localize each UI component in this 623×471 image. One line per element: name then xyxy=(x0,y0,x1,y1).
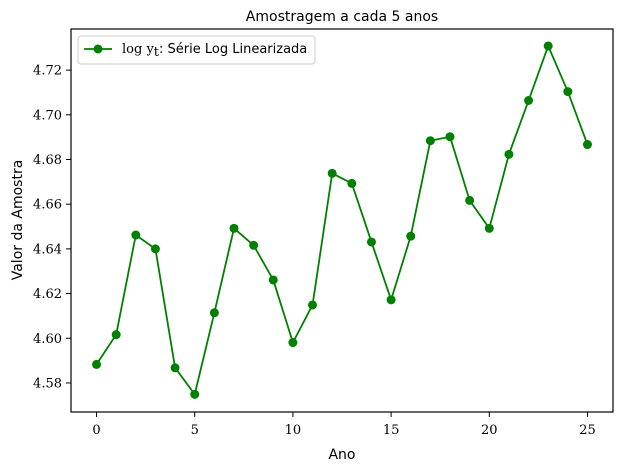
data-point xyxy=(563,87,573,97)
chart-title: Amostragem a cada 5 anos xyxy=(246,9,438,25)
data-point xyxy=(170,363,180,373)
y-tick-label: 4.60 xyxy=(33,332,62,347)
legend-series-name: : Série Log Linearizada xyxy=(159,42,307,57)
data-point xyxy=(465,195,475,205)
series-line xyxy=(95,45,589,396)
legend-box xyxy=(77,35,316,65)
y-tick-label: 4.58 xyxy=(33,376,62,391)
data-point xyxy=(268,275,278,285)
x-tick-label: 5 xyxy=(191,423,199,438)
data-point xyxy=(582,140,592,150)
y-tick-label: 4.64 xyxy=(33,242,62,257)
data-point xyxy=(484,223,494,233)
data-point xyxy=(209,308,219,318)
data-point xyxy=(543,41,553,51)
x-tick-label: 0 xyxy=(92,423,100,438)
data-point xyxy=(150,244,160,254)
data-point xyxy=(406,231,416,241)
y-tick-label: 4.68 xyxy=(33,153,62,168)
data-point xyxy=(288,338,298,348)
data-point xyxy=(445,132,455,142)
x-tick-label: 15 xyxy=(383,423,400,438)
data-point xyxy=(504,149,514,159)
data-point xyxy=(229,223,239,233)
data-point xyxy=(327,168,337,178)
y-tick-label: 4.72 xyxy=(33,64,62,79)
y-axis-label: Valor da Amostra xyxy=(10,160,26,281)
legend: log yt: Série Log Linearizada xyxy=(77,35,316,65)
x-axis-label: Ano xyxy=(328,447,355,463)
x-tick-label: 20 xyxy=(481,423,498,438)
y-tick-label: 4.62 xyxy=(33,287,62,302)
x-tick-label: 25 xyxy=(579,423,596,438)
data-point xyxy=(386,295,396,305)
legend-label: log yt: Série Log Linearizada xyxy=(122,42,307,60)
legend-math-subscript: t xyxy=(154,45,160,60)
data-point xyxy=(347,178,357,188)
legend-math-log: log y xyxy=(122,42,154,57)
data-point xyxy=(111,330,121,340)
y-tick-label: 4.66 xyxy=(33,198,62,213)
ticks: 0 5 10 15 20 25 4.58 4.60 4.62 4.64 4.66 4.68 4.70 4.… xyxy=(33,64,596,438)
data-point xyxy=(131,230,141,240)
data-point xyxy=(366,237,376,247)
plot-area xyxy=(70,28,614,413)
y-tick-label: 4.70 xyxy=(33,108,62,123)
data-point xyxy=(92,359,102,369)
x-tick-label: 10 xyxy=(285,423,302,438)
data-point xyxy=(524,96,534,106)
series-layer xyxy=(92,41,592,399)
legend-marker-swatch xyxy=(93,44,103,54)
data-point xyxy=(308,300,318,310)
data-point xyxy=(425,136,435,146)
data-point xyxy=(190,389,200,399)
data-point xyxy=(249,240,259,250)
